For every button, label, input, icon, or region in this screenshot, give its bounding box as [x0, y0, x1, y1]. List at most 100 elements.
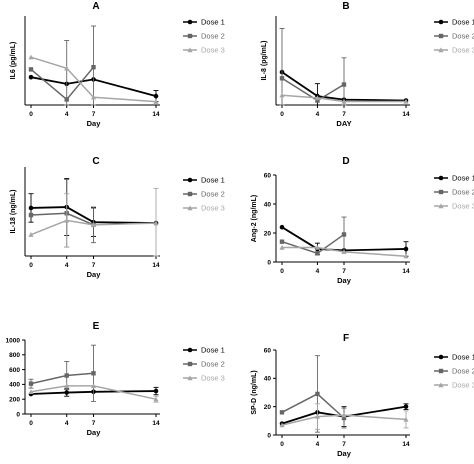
y-tick-label: 40 — [264, 201, 272, 208]
x-tick-label: 7 — [342, 441, 346, 448]
data-point — [315, 251, 320, 256]
y-tick-label: 40 — [264, 376, 272, 383]
legend-marker — [187, 177, 193, 183]
legend-marker — [438, 189, 444, 195]
legend-marker — [187, 375, 193, 381]
y-tick-label: 0 — [267, 259, 271, 266]
x-tick-label: 14 — [152, 420, 160, 427]
data-point — [403, 416, 409, 422]
data-point — [279, 410, 285, 415]
legend-marker — [438, 33, 444, 39]
y-axis-label: IL6 (pg/mL) — [10, 42, 17, 80]
series-line — [30, 372, 94, 385]
legend-label: Dose 2! — [452, 367, 474, 376]
x-tick-label: 7 — [92, 420, 96, 427]
legend-label: Dose 3& — [452, 46, 474, 55]
legend-entry: Dose 3& — [434, 46, 474, 55]
data-point — [28, 232, 34, 237]
legend-marker — [187, 33, 193, 39]
data-point — [403, 98, 409, 104]
panel-letter: F — [343, 333, 349, 344]
series-3 — [28, 54, 159, 104]
data-point — [90, 94, 97, 100]
x-tick-label: 4 — [65, 262, 69, 269]
data-point — [279, 244, 285, 250]
series-line — [281, 71, 407, 102]
series-3 — [28, 383, 159, 403]
legend-label: Dose 3 — [201, 46, 225, 55]
data-point — [91, 371, 96, 376]
x-tick-label: 0 — [29, 420, 33, 427]
series-line — [281, 414, 407, 426]
x-tick-label: 4 — [316, 268, 320, 275]
data-point — [153, 93, 159, 99]
legend-entry: Dose 3* — [434, 381, 474, 390]
panel-letter: E — [93, 321, 100, 332]
y-tick-label: 0 — [267, 432, 271, 439]
x-tick-label: 7 — [92, 262, 96, 269]
data-point — [64, 217, 70, 223]
y-axis-label: IL-8 (pg/mL) — [261, 40, 268, 80]
data-point — [64, 383, 70, 389]
data-point — [279, 224, 285, 230]
x-tick-label: 4 — [65, 111, 69, 118]
x-tick-label: 0 — [280, 441, 284, 448]
legend-label: Dose 1 — [201, 176, 225, 185]
series-line — [30, 219, 157, 236]
data-point — [341, 82, 347, 87]
legend-entry: Dose 1 — [434, 18, 474, 27]
x-tick-label: 0 — [280, 111, 284, 118]
data-point — [28, 54, 34, 60]
legend-label: Dose 2 — [201, 360, 225, 369]
legend-entry: Dose 2 — [183, 190, 225, 199]
data-point — [153, 220, 159, 226]
legend-entry: Dose 1 — [434, 174, 474, 183]
x-tick-label: 7 — [342, 111, 346, 118]
data-point — [28, 205, 34, 211]
y-tick-label: 600 — [9, 367, 20, 374]
y-tick-label: 400 — [9, 382, 20, 389]
legend-entry: Dose 1 — [183, 18, 225, 27]
legend-entry: Dose 3& — [434, 202, 474, 211]
chart-panel-e: E04714Day02004006008001000ICAM (ng/mL)Do… — [6, 321, 225, 437]
legend-marker — [438, 19, 444, 25]
data-point — [153, 388, 159, 394]
data-point — [314, 95, 321, 101]
chart-panel-c: C 0 4 7 14 Day IL-18 (ng/mL) Dose 1 Dose 2 Dose 3 — [10, 156, 225, 279]
x-tick-label: 4 — [316, 111, 320, 118]
y-axis-label: Ang-2 (ng/mL) — [251, 195, 258, 242]
data-point — [315, 391, 320, 397]
y-tick-label: 60 — [264, 172, 272, 179]
legend-marker — [438, 203, 444, 209]
x-tick-label: 0 — [29, 262, 33, 269]
x-tick-label: 4 — [65, 420, 69, 427]
y-tick-label: 20 — [264, 404, 272, 411]
x-axis-label: Day — [337, 449, 352, 458]
panel-letter: D — [342, 156, 349, 167]
data-point — [341, 98, 347, 104]
data-point — [28, 74, 34, 80]
data-point — [403, 253, 409, 259]
x-tick-label: 0 — [280, 268, 284, 275]
x-tick-label: 14 — [402, 441, 410, 448]
data-point — [279, 76, 285, 81]
series-3 — [28, 187, 159, 257]
panel-letter: A — [92, 1, 99, 12]
data-point — [279, 92, 285, 98]
series-line — [30, 56, 157, 103]
legend-label: Dose 3 — [201, 204, 225, 213]
legend-marker — [187, 19, 193, 25]
series-3 — [279, 403, 409, 430]
data-point — [279, 422, 285, 428]
data-point — [64, 373, 69, 378]
x-tick-label: 14 — [402, 268, 410, 275]
series-1 — [279, 69, 409, 106]
data-point — [403, 404, 409, 409]
x-tick-label: 14 — [402, 111, 410, 118]
data-point — [90, 383, 97, 389]
series-3 — [279, 244, 409, 259]
data-point — [28, 381, 34, 386]
series-line — [30, 206, 157, 224]
legend-entry: Dose 1 — [183, 346, 225, 355]
